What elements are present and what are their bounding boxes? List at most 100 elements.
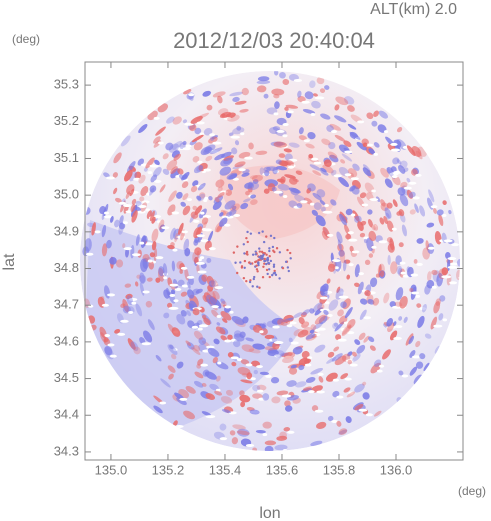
speckle — [363, 335, 370, 343]
speckle — [356, 141, 367, 151]
gap — [141, 342, 152, 346]
gap — [331, 419, 339, 423]
speckle — [320, 167, 327, 173]
speckle — [134, 281, 139, 287]
center-speckle — [254, 260, 257, 264]
center-speckle — [271, 273, 274, 277]
speckle — [190, 185, 198, 193]
speckle — [271, 396, 281, 404]
center-speckle — [273, 250, 276, 254]
gap — [169, 293, 176, 297]
speckle — [149, 210, 155, 222]
speckle — [217, 95, 223, 104]
speckle — [193, 165, 204, 174]
speckle — [334, 115, 347, 123]
gap — [159, 401, 167, 405]
x-tick-label: 135.2 — [152, 462, 185, 477]
speckle — [408, 335, 415, 345]
speckle — [339, 249, 346, 264]
gap — [195, 261, 205, 265]
center-speckle — [254, 250, 257, 253]
center-speckle — [265, 262, 268, 266]
speckle — [122, 243, 126, 249]
speckle — [416, 303, 422, 308]
speckle — [214, 390, 223, 396]
speckle — [249, 409, 260, 415]
speckle — [192, 288, 200, 295]
gap — [308, 390, 315, 394]
speckle — [282, 78, 290, 86]
x-tick-label: 135.4 — [209, 462, 242, 477]
speckle — [336, 286, 341, 294]
gap — [117, 332, 126, 336]
speckle — [182, 193, 189, 201]
gap — [211, 305, 219, 309]
speckle — [192, 308, 200, 316]
gap — [205, 345, 215, 349]
gap — [196, 234, 205, 238]
speckle — [240, 202, 249, 210]
speckle — [284, 160, 294, 166]
speckle — [367, 299, 375, 305]
speckle — [415, 340, 421, 348]
gap — [168, 306, 179, 310]
speckle — [358, 332, 366, 341]
gap — [334, 266, 339, 270]
speckle — [252, 324, 263, 333]
gap — [105, 176, 115, 180]
speckle — [373, 110, 380, 117]
speckle — [113, 187, 118, 195]
center-speckle — [258, 250, 262, 253]
speckle — [194, 371, 204, 379]
speckle — [240, 379, 253, 384]
speckle — [413, 374, 423, 385]
center-speckle — [265, 253, 268, 256]
speckle — [354, 404, 364, 411]
speckle — [438, 214, 444, 227]
gap — [179, 397, 188, 401]
speckle — [373, 410, 382, 417]
speckle — [131, 204, 138, 218]
gap — [303, 139, 310, 143]
gap — [327, 313, 333, 317]
speckle — [206, 257, 212, 263]
gap — [196, 121, 205, 125]
gap — [128, 297, 138, 301]
speckle — [315, 215, 326, 227]
speckle — [352, 351, 357, 357]
speckle — [191, 347, 201, 355]
gap — [447, 257, 457, 261]
speckle — [103, 172, 110, 178]
speckle — [143, 330, 153, 343]
speckle — [179, 269, 183, 274]
gap — [273, 190, 283, 194]
center-speckle — [274, 273, 278, 277]
center-speckle — [240, 266, 244, 269]
gap — [200, 239, 209, 243]
speckle — [344, 306, 353, 319]
speckle — [293, 328, 304, 337]
speckle — [398, 316, 403, 321]
gap — [351, 250, 360, 254]
speckle — [346, 274, 351, 280]
speckle — [259, 371, 270, 376]
speckle — [125, 293, 133, 300]
speckle — [373, 142, 380, 148]
speckle — [135, 200, 142, 207]
gap — [233, 213, 241, 217]
speckle — [246, 372, 253, 380]
speckle — [371, 120, 378, 127]
y-unit: (deg) — [12, 32, 40, 46]
speckle — [219, 212, 224, 217]
speckle — [336, 231, 343, 244]
gap — [259, 330, 264, 334]
speckle — [162, 263, 168, 277]
speckle — [442, 200, 447, 205]
speckle — [305, 377, 316, 383]
speckle — [354, 339, 361, 345]
speckle — [367, 219, 374, 228]
speckle — [193, 330, 203, 340]
center-speckle — [251, 285, 254, 288]
speckle — [237, 367, 251, 376]
speckle — [370, 277, 378, 288]
